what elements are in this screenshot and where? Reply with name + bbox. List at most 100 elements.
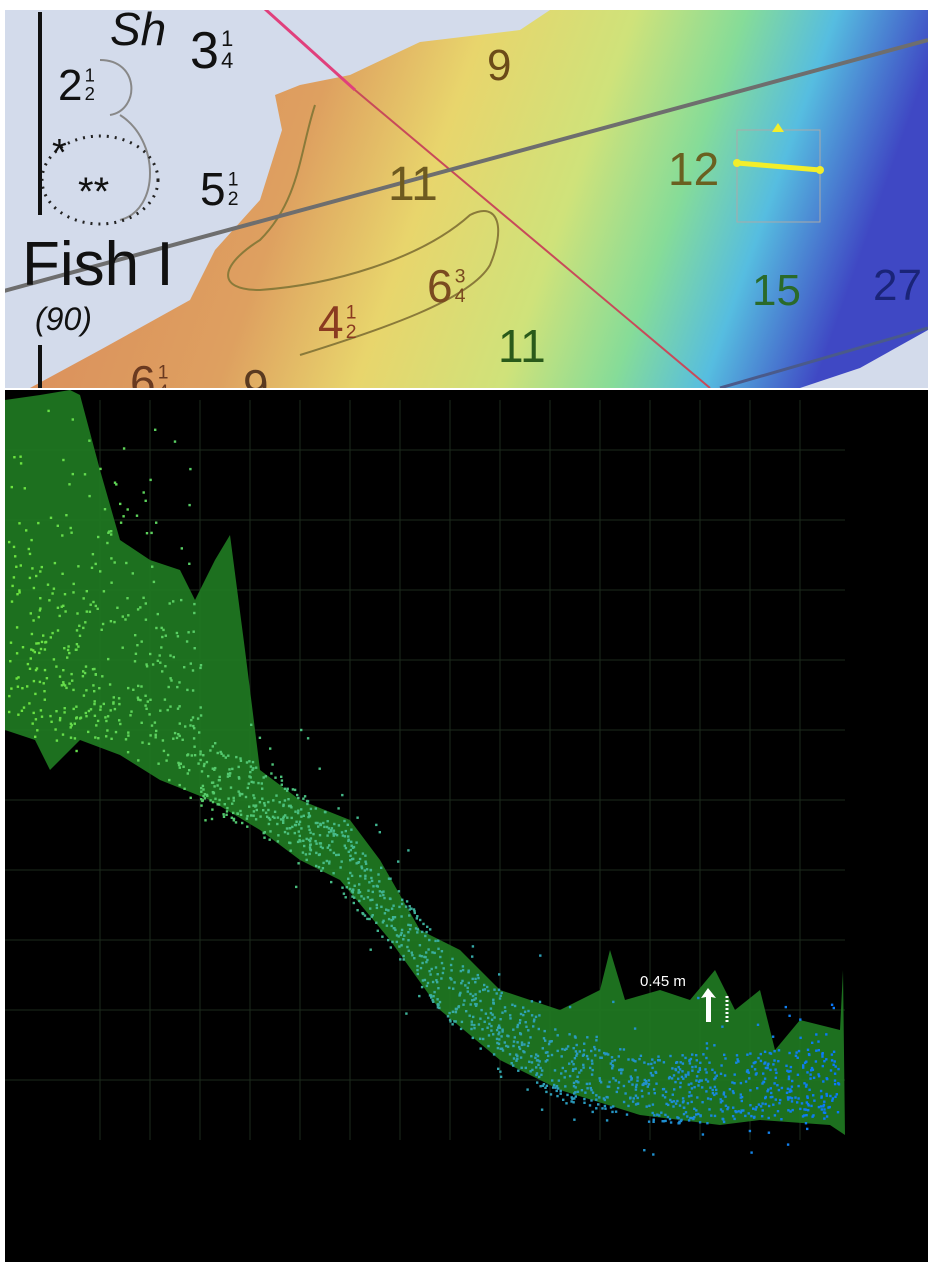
profile-handle[interactable] <box>816 166 824 174</box>
sounding-point <box>531 1061 533 1063</box>
sounding-point <box>297 812 299 814</box>
sounding-point <box>159 654 161 656</box>
sounding-point <box>189 724 191 726</box>
sounding-point <box>264 804 266 806</box>
sounding-point <box>487 1017 489 1019</box>
sounding-point <box>413 957 415 959</box>
sounding-point <box>813 1100 815 1102</box>
sounding-point <box>620 1072 622 1074</box>
sounding-point <box>39 681 41 683</box>
sounding-point <box>780 1118 782 1120</box>
sounding-point <box>379 895 381 897</box>
sounding-point <box>127 614 129 616</box>
sounding-point <box>669 1118 671 1120</box>
sounding-point <box>41 716 43 718</box>
sounding-point <box>134 660 136 662</box>
sounding-point <box>418 995 420 997</box>
sounding-point <box>713 1094 715 1096</box>
sounding-point <box>199 759 201 761</box>
sounding-point <box>634 1060 636 1062</box>
sounding-point <box>282 822 284 824</box>
sounding-point <box>608 1086 610 1088</box>
sounding-point <box>787 1088 789 1090</box>
sounding-point <box>319 834 321 836</box>
sounding-point <box>685 1111 687 1113</box>
sounding-point <box>623 1085 625 1087</box>
sounding-point <box>204 797 206 799</box>
sounding-point <box>92 684 94 686</box>
sounding-point <box>362 913 364 915</box>
sounding-point <box>252 767 254 769</box>
sounding-point <box>267 809 269 811</box>
sounding-label: 12 <box>668 143 719 195</box>
sounding-point <box>531 1069 533 1071</box>
sounding-point <box>802 1064 804 1066</box>
sounding-point <box>453 981 455 983</box>
sounding-point <box>706 1122 708 1124</box>
sounding-point <box>342 834 344 836</box>
sounding-point <box>85 689 87 691</box>
sounding-point <box>287 798 289 800</box>
sounding-point <box>287 832 289 834</box>
sounding-point <box>11 585 13 587</box>
sounding-point <box>554 1069 556 1071</box>
sounding-point <box>554 1028 556 1030</box>
sounding-point <box>756 1087 758 1089</box>
sounding-point <box>604 1105 606 1107</box>
sounding-point <box>248 760 250 762</box>
sounding-point <box>30 657 32 659</box>
sounding-point <box>689 1117 691 1119</box>
sounding-point <box>83 597 85 599</box>
sounding-point <box>76 612 78 614</box>
sounding-point <box>159 662 161 664</box>
sounding-point <box>218 803 220 805</box>
sounding-point <box>831 1100 833 1102</box>
sounding-point <box>695 1066 697 1068</box>
sounding-point <box>33 712 35 714</box>
sounding-point <box>248 775 250 777</box>
sounding-point <box>726 1108 728 1110</box>
sounding-point <box>635 1086 637 1088</box>
sounding-point <box>145 619 147 621</box>
sounding-point <box>789 1088 791 1090</box>
sounding-point <box>200 804 202 806</box>
sounding-point <box>202 795 204 797</box>
sounding-point <box>200 714 202 716</box>
sounding-point <box>809 1077 811 1079</box>
sounding-point <box>427 982 429 984</box>
sounding-point <box>164 665 166 667</box>
sounding-point <box>492 1033 494 1035</box>
sounding-point <box>436 998 438 1000</box>
sounding-point <box>358 883 360 885</box>
sounding-point <box>831 1004 833 1006</box>
profile-handle[interactable] <box>733 159 741 167</box>
sounding-point <box>35 718 37 720</box>
sounding-point <box>284 788 286 790</box>
sounding-point <box>9 660 11 662</box>
sounding-point <box>398 935 400 937</box>
sounding-point <box>492 1002 494 1004</box>
sounding-point <box>25 529 27 531</box>
sounding-point <box>805 1061 807 1063</box>
sounding-point <box>423 956 425 958</box>
sounding-point <box>788 1076 790 1078</box>
sounding-point <box>562 1099 564 1101</box>
sounding-point <box>161 670 163 672</box>
sounding-point <box>443 967 445 969</box>
sounding-point <box>182 766 184 768</box>
sounding-point <box>679 1082 681 1084</box>
sounding-point <box>68 483 70 485</box>
sounding-point <box>524 1011 526 1013</box>
sounding-point <box>32 722 34 724</box>
sounding-point <box>95 724 97 726</box>
sounding-point <box>654 1071 656 1073</box>
sounding-point <box>496 1038 498 1040</box>
sounding-point <box>329 849 331 851</box>
sounding-point <box>290 850 292 852</box>
sounding-point <box>472 945 474 947</box>
sounding-point <box>498 1031 500 1033</box>
sounding-point <box>155 627 157 629</box>
sounding-point <box>817 1040 819 1042</box>
sounding-point <box>825 1058 827 1060</box>
sounding-point <box>526 1088 528 1090</box>
